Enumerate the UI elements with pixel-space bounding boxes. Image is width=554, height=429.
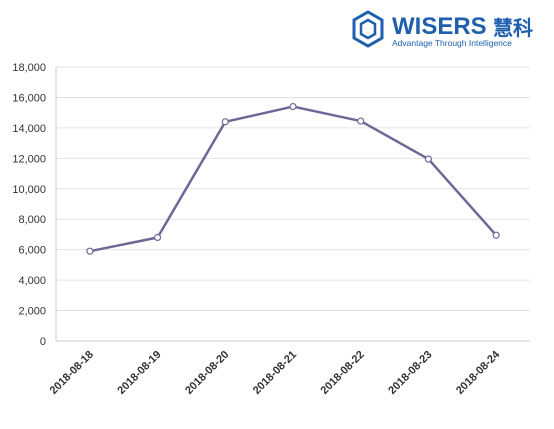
x-tick-label: 2018-08-24 <box>454 348 503 397</box>
data-point[interactable] <box>357 117 365 125</box>
y-tick-label: 12,000 <box>12 153 46 165</box>
brand-tagline: Advantage Through Intelligence <box>392 38 512 48</box>
data-point[interactable] <box>221 118 229 126</box>
grid-lines <box>56 66 530 342</box>
data-point[interactable] <box>424 155 433 163</box>
x-tick-label: 2018-08-21 <box>251 349 299 397</box>
y-tick-label: 14,000 <box>12 123 46 135</box>
data-point[interactable] <box>289 102 297 111</box>
x-tick-label: 2018-08-20 <box>183 349 231 397</box>
x-tick-label: 2018-08-22 <box>319 349 367 397</box>
data-point[interactable] <box>86 247 94 255</box>
y-tick-labels: 0 2,000 4,000 6,000 8,000 10,000 12,000 14,000 1… <box>12 62 46 348</box>
brand-name: WISERS <box>392 13 487 40</box>
y-tick-label: 10,000 <box>12 184 46 196</box>
axes <box>55 67 530 342</box>
x-tick-label: 2018-08-23 <box>386 349 434 397</box>
hexagon-logo-icon <box>352 10 384 48</box>
x-tick-label: 2018-08-18 <box>48 349 96 397</box>
y-tick-label: 2,000 <box>18 306 46 318</box>
data-point[interactable] <box>492 231 500 239</box>
y-tick-label: 18,000 <box>12 62 46 74</box>
y-tick-label: 8,000 <box>18 214 46 226</box>
data-point[interactable] <box>153 233 162 242</box>
y-tick-label: 6,000 <box>18 245 46 257</box>
series-layer <box>86 102 500 255</box>
y-tick-label: 4,000 <box>18 275 46 287</box>
brand-logo: WISERS 慧科 Advantage Through Intelligence <box>352 10 533 48</box>
y-tick-label: 0 <box>40 336 46 348</box>
x-tick-label: 2018-08-19 <box>115 349 163 397</box>
y-tick-label: 16,000 <box>12 92 46 104</box>
x-tick-labels: 2018-08-18 2018-08-19 2018-08-20 2018-08-21… <box>48 348 503 397</box>
brand-name-cn: 慧科 <box>493 16 533 40</box>
